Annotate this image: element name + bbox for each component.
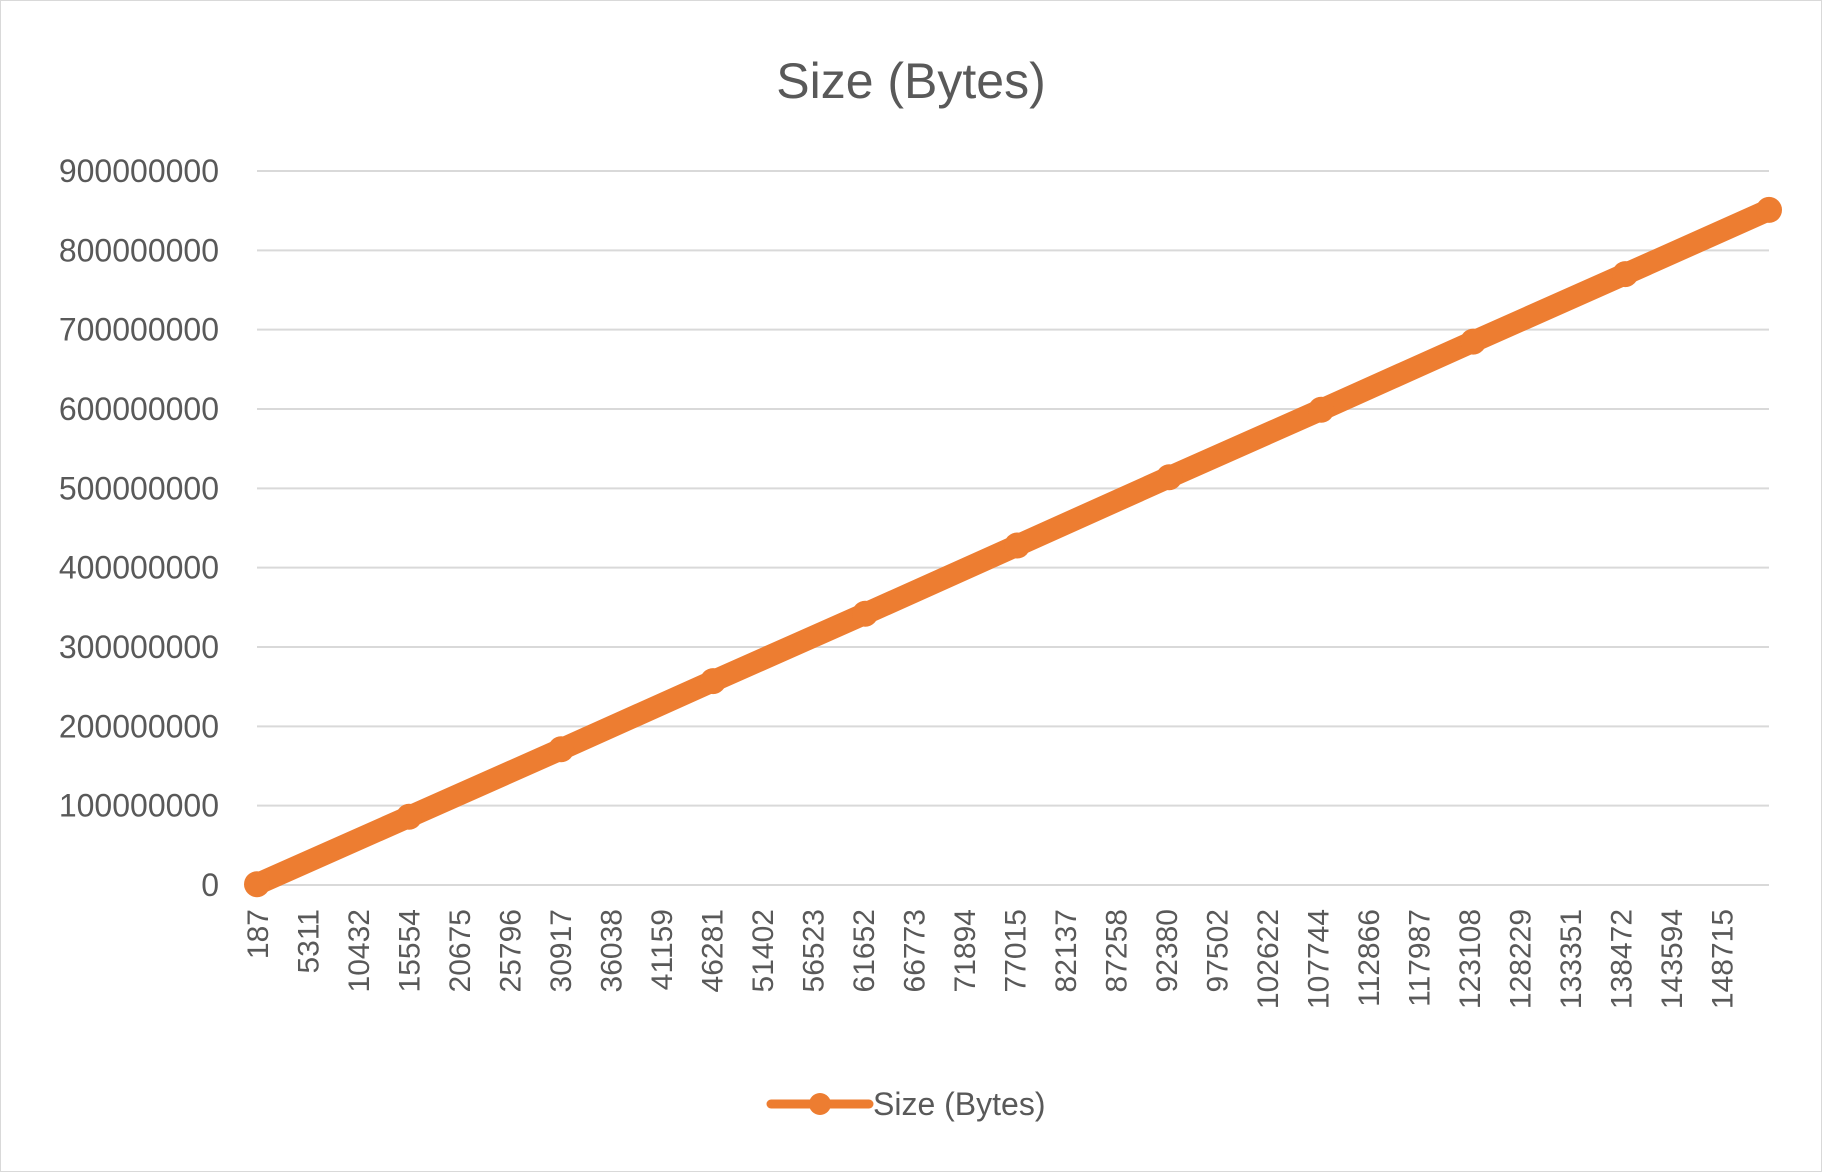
data-point	[1308, 396, 1335, 423]
data-point	[852, 600, 879, 627]
x-tick-label: 41159	[646, 909, 679, 990]
x-tick-label: 117987	[1404, 909, 1437, 1007]
y-tick-label: 100000000	[59, 788, 219, 824]
legend-label: Size (Bytes)	[873, 1086, 1045, 1122]
y-axis-tick-labels: 0 100000000 200000000 300000000 400000000 500…	[59, 153, 219, 903]
x-tick-label: 61652	[848, 909, 881, 992]
x-tick-label: 123108	[1454, 909, 1487, 1009]
x-tick-label: 143594	[1656, 909, 1689, 1009]
x-tick-label: 20675	[444, 909, 477, 992]
x-tick-label: 46281	[697, 909, 730, 992]
y-tick-label: 800000000	[59, 232, 219, 268]
chart-title: Size (Bytes)	[776, 53, 1046, 109]
x-tick-label: 30917	[545, 909, 578, 992]
x-tick-label: 10432	[343, 909, 376, 992]
x-tick-label: 15554	[394, 909, 427, 992]
x-tick-label: 187	[242, 909, 275, 959]
y-tick-label: 300000000	[59, 629, 219, 665]
data-point	[1004, 532, 1031, 559]
data-point	[396, 803, 422, 830]
data-point	[548, 736, 575, 763]
x-tick-label: 138472	[1606, 909, 1639, 1009]
x-tick-label: 66773	[899, 909, 932, 992]
x-tick-label: 92380	[1151, 909, 1184, 992]
y-tick-label: 200000000	[59, 708, 219, 744]
y-tick-label: 900000000	[59, 153, 219, 189]
gridlines	[257, 170, 1769, 886]
data-point	[1460, 328, 1487, 355]
y-tick-label: 700000000	[59, 312, 219, 348]
x-tick-label: 97502	[1202, 909, 1235, 992]
x-tick-label: 128229	[1505, 909, 1538, 1009]
series-layer	[244, 196, 1782, 898]
y-tick-label: 500000000	[59, 470, 219, 506]
x-tick-label: 56523	[798, 909, 831, 992]
x-tick-label: 71894	[949, 909, 982, 992]
x-tick-label: 148715	[1707, 909, 1740, 1009]
data-point	[700, 668, 727, 695]
x-tick-label: 51402	[747, 909, 780, 992]
x-tick-label: 5311	[293, 909, 326, 974]
x-tick-label: 112866	[1353, 909, 1386, 1007]
y-tick-label: 400000000	[59, 550, 219, 586]
x-tick-label: 107744	[1303, 909, 1336, 1009]
x-tick-label: 82137	[1050, 909, 1083, 992]
x-tick-label: 102622	[1252, 909, 1285, 1009]
data-point	[1756, 196, 1782, 223]
x-tick-label: 87258	[1101, 909, 1134, 992]
x-tick-label: 77015	[1000, 909, 1033, 992]
y-tick-label: 600000000	[59, 391, 219, 427]
legend-dot-marker	[809, 1093, 831, 1115]
y-tick-label: 0	[201, 867, 219, 903]
x-axis-tick-labels: 187 5311 10432 15554 20675 25796 30917 36038 411…	[242, 909, 1740, 1009]
legend: Size (Bytes)	[766, 1086, 1045, 1122]
x-tick-label: 25796	[495, 909, 528, 992]
data-point	[244, 871, 270, 898]
data-point	[1612, 261, 1639, 288]
x-tick-label: 36038	[596, 909, 629, 992]
x-tick-label: 133351	[1555, 909, 1588, 1009]
data-point	[1156, 464, 1183, 491]
